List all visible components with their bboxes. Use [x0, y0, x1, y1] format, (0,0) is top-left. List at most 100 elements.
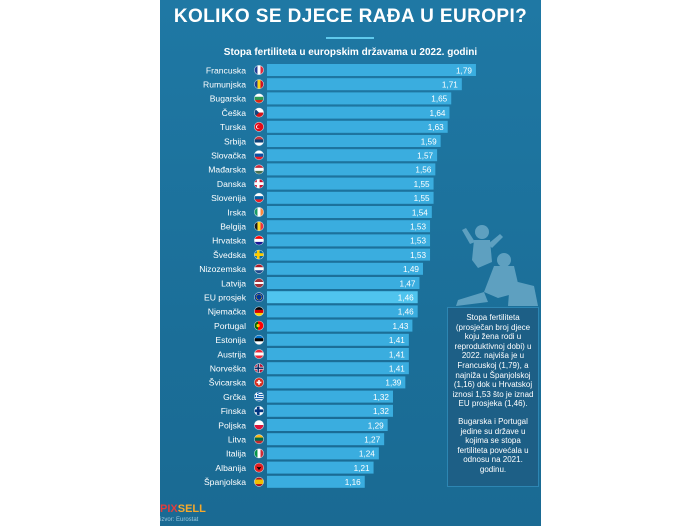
value-label-4: 1,63: [428, 123, 444, 132]
bar-13: [267, 248, 431, 261]
value-label-14: 1,49: [403, 265, 419, 274]
flag-icon-fr: [254, 65, 264, 75]
value-label-13: 1,53: [410, 251, 426, 260]
flag-icon-bg: [254, 93, 264, 104]
bar-23: [267, 390, 393, 403]
logo-source: izvor: Eurostat: [160, 517, 199, 523]
bar-7: [267, 163, 436, 176]
flag-ring: [254, 178, 264, 189]
value-label-28: 1,21: [354, 464, 370, 473]
flag-ring: [254, 363, 264, 374]
flag-ring: [254, 420, 264, 430]
flag-icon-pl: [254, 420, 264, 430]
flag-icon-si: [254, 193, 264, 203]
flag-ring: [254, 349, 264, 359]
flag-ring: [254, 391, 264, 402]
value-label-9: 1,55: [414, 194, 430, 203]
flag-icon-cz: [254, 108, 264, 118]
value-label-3: 1,64: [430, 109, 446, 118]
flag-ring: [254, 207, 264, 217]
bar-11: [267, 220, 431, 233]
flag-icon-sk: [254, 150, 264, 160]
flag-icon-lv: [254, 278, 264, 288]
value-label-29: 1,16: [345, 478, 361, 487]
title-underline: [326, 37, 374, 39]
flag-icon-hu: [254, 164, 264, 174]
bar-12: [267, 234, 431, 247]
category-label-11: Belgija: [220, 222, 246, 232]
flag-icon-tr: [254, 122, 264, 132]
bar-24: [267, 404, 393, 417]
flag-ring: [254, 164, 264, 175]
category-label-18: Portugal: [214, 321, 246, 331]
category-label-13: Švedska: [213, 250, 246, 260]
value-label-25: 1,29: [368, 421, 384, 430]
bar-3: [267, 106, 450, 119]
flag-ring: [254, 150, 264, 161]
bar-26: [267, 433, 385, 446]
value-label-27: 1,24: [359, 450, 375, 459]
flag-icon-dk: [254, 179, 264, 189]
category-label-1: Rumunjska: [203, 80, 246, 90]
bar-28: [267, 461, 374, 474]
flag-icon-hr: [254, 235, 264, 245]
category-label-5: Srbija: [224, 136, 246, 146]
category-label-26: Litva: [228, 435, 246, 445]
value-label-5: 1,59: [421, 137, 437, 146]
bar-5: [267, 135, 441, 147]
flag-ring: [254, 136, 264, 146]
bar-17: [267, 305, 418, 318]
category-label-3: Češka: [222, 108, 247, 118]
value-label-22: 1,39: [385, 379, 401, 388]
category-label-8: Danska: [217, 179, 246, 189]
bar-15: [267, 277, 420, 289]
value-label-12: 1,53: [410, 237, 426, 246]
value-label-15: 1,47: [400, 279, 416, 288]
bar-1: [267, 78, 462, 91]
flag-icon-nl: [254, 264, 264, 274]
flag-icon-se: [254, 250, 264, 260]
bar-8: [267, 177, 434, 190]
value-label-24: 1,32: [373, 407, 389, 416]
flag-ring: [254, 79, 264, 90]
flag-icon-eu: [254, 292, 264, 302]
category-label-12: Hrvatska: [212, 236, 246, 246]
flag-icon-no: [254, 363, 264, 373]
flag-icon-de: [254, 306, 264, 316]
flag-ring: [254, 192, 264, 203]
flag-icon-fi: [254, 406, 264, 416]
flag-icon-lt: [254, 434, 264, 444]
flag-icon-at: [254, 349, 264, 359]
bar-16: [267, 291, 418, 304]
flag-icon-it: [254, 448, 264, 458]
flag-ring: [254, 263, 264, 274]
flag-ring: [254, 306, 264, 317]
bar-4: [267, 120, 448, 133]
bar-6: [267, 149, 438, 162]
category-label-22: Švicarska: [209, 378, 246, 388]
flag-ring: [254, 462, 264, 473]
flag-icon-al: [254, 463, 264, 473]
note-paragraph-1: Stopa fertiliteta (prosječan broj djece …: [452, 313, 534, 409]
flag-ring: [254, 292, 264, 303]
value-label-20: 1,41: [389, 350, 405, 359]
bar-chart: Francuska 1,79 Rumunjska 1,71 Bugarska 1,65 Če…: [199, 64, 476, 488]
page-title: KOLIKO SE DJECE RAĐA U EUROPI?: [173, 6, 528, 27]
bar-18: [267, 319, 413, 332]
infographic-panel: KOLIKO SE DJECE RAĐA U EUROPI? Stopa fer…: [160, 0, 541, 526]
category-label-27: Italija: [226, 449, 246, 459]
bar-22: [267, 376, 406, 389]
category-label-25: Poljska: [218, 420, 246, 430]
flag-ring: [254, 93, 264, 104]
category-label-7: Mađarska: [208, 165, 246, 175]
bar-25: [267, 419, 388, 431]
category-label-20: Austrija: [217, 349, 246, 359]
category-label-17: Njemačka: [208, 307, 246, 317]
brand-logo: PIXSELL: [160, 503, 206, 515]
flag-icon-be: [254, 221, 264, 231]
value-label-18: 1,43: [392, 322, 408, 331]
category-label-24: Finska: [221, 406, 247, 416]
category-label-19: Estonija: [215, 335, 246, 345]
value-label-23: 1,32: [373, 393, 389, 402]
flag-icon-ch: [254, 377, 264, 387]
